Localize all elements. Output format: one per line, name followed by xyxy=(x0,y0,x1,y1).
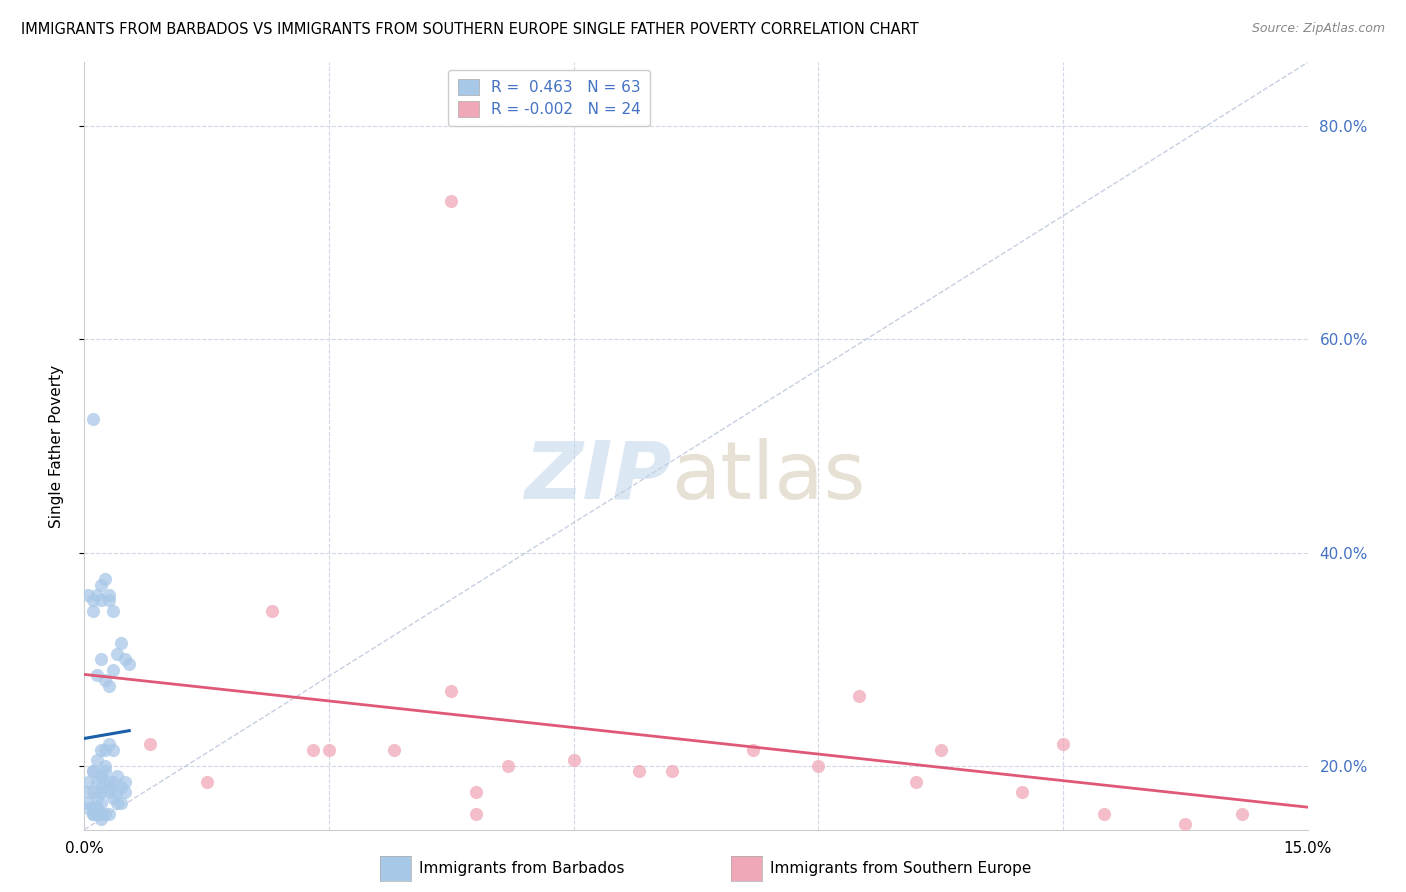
Point xyxy=(86,588,108,602)
Point xyxy=(90,652,112,666)
Point xyxy=(114,652,136,666)
Text: ZIP: ZIP xyxy=(524,438,672,516)
Point xyxy=(101,774,124,789)
Point xyxy=(101,663,124,677)
Point xyxy=(93,742,115,756)
Point xyxy=(1092,806,1115,821)
Text: atlas: atlas xyxy=(672,438,866,516)
Point xyxy=(90,769,112,783)
Text: IMMIGRANTS FROM BARBADOS VS IMMIGRANTS FROM SOUTHERN EUROPE SINGLE FATHER POVERT: IMMIGRANTS FROM BARBADOS VS IMMIGRANTS F… xyxy=(21,22,918,37)
Text: Immigrants from Barbados: Immigrants from Barbados xyxy=(419,862,624,876)
Point xyxy=(110,796,132,810)
Point xyxy=(90,796,112,810)
Point xyxy=(82,806,104,821)
Point xyxy=(93,673,115,688)
Point xyxy=(82,604,104,618)
Point xyxy=(105,796,128,810)
Point xyxy=(114,785,136,799)
Point xyxy=(464,785,486,799)
Point xyxy=(118,657,141,672)
Point xyxy=(82,764,104,778)
Point xyxy=(905,774,928,789)
Point xyxy=(110,780,132,794)
Point xyxy=(97,780,120,794)
Point xyxy=(138,737,160,751)
Point xyxy=(101,790,124,805)
Point xyxy=(101,742,124,756)
Point xyxy=(1174,817,1197,831)
Point xyxy=(97,774,120,789)
Point xyxy=(86,668,108,682)
Point xyxy=(498,758,520,772)
Point xyxy=(86,801,108,815)
Point xyxy=(1052,737,1074,751)
Point xyxy=(77,774,100,789)
Point xyxy=(82,801,104,815)
Point xyxy=(97,679,120,693)
Text: Immigrants from Southern Europe: Immigrants from Southern Europe xyxy=(770,862,1032,876)
Point xyxy=(97,588,120,602)
Point xyxy=(114,774,136,789)
Point xyxy=(848,690,870,704)
Point xyxy=(93,572,115,586)
Point xyxy=(77,785,100,799)
Point xyxy=(86,806,108,821)
Point xyxy=(101,604,124,618)
Point xyxy=(77,588,100,602)
Point xyxy=(105,647,128,661)
Text: Source: ZipAtlas.com: Source: ZipAtlas.com xyxy=(1251,22,1385,36)
Point xyxy=(97,806,120,821)
Point xyxy=(562,753,585,767)
Point xyxy=(627,764,650,778)
Point xyxy=(929,742,952,756)
Point xyxy=(195,774,218,789)
Point xyxy=(93,806,115,821)
Point xyxy=(90,812,112,826)
Point xyxy=(82,806,104,821)
Point xyxy=(105,785,128,799)
Point xyxy=(90,806,112,821)
Point xyxy=(82,593,104,607)
Point xyxy=(110,636,132,650)
Point xyxy=(90,785,112,799)
Point xyxy=(90,780,112,794)
Point xyxy=(318,742,340,756)
Point xyxy=(260,604,283,618)
Y-axis label: Single Father Poverty: Single Father Poverty xyxy=(49,365,63,527)
Point xyxy=(440,194,463,208)
Point xyxy=(82,785,104,799)
Point xyxy=(661,764,683,778)
Point xyxy=(301,742,323,756)
Point xyxy=(93,758,115,772)
Point xyxy=(1011,785,1033,799)
Point xyxy=(97,737,120,751)
Point xyxy=(86,774,108,789)
Point xyxy=(82,764,104,778)
Point xyxy=(82,412,104,426)
Point xyxy=(86,801,108,815)
Point xyxy=(440,684,463,698)
Point xyxy=(86,790,108,805)
Point xyxy=(90,769,112,783)
Point xyxy=(97,593,120,607)
Point xyxy=(93,764,115,778)
Point xyxy=(382,742,405,756)
Point xyxy=(97,785,120,799)
Point xyxy=(464,806,486,821)
Point xyxy=(77,796,100,810)
Point xyxy=(90,742,112,756)
Point xyxy=(77,801,100,815)
Point xyxy=(742,742,765,756)
Point xyxy=(807,758,830,772)
Point xyxy=(86,753,108,767)
Point xyxy=(90,593,112,607)
Legend: R =  0.463   N = 63, R = -0.002   N = 24: R = 0.463 N = 63, R = -0.002 N = 24 xyxy=(449,70,650,127)
Point xyxy=(105,769,128,783)
Point xyxy=(90,577,112,591)
Point xyxy=(1232,806,1254,821)
